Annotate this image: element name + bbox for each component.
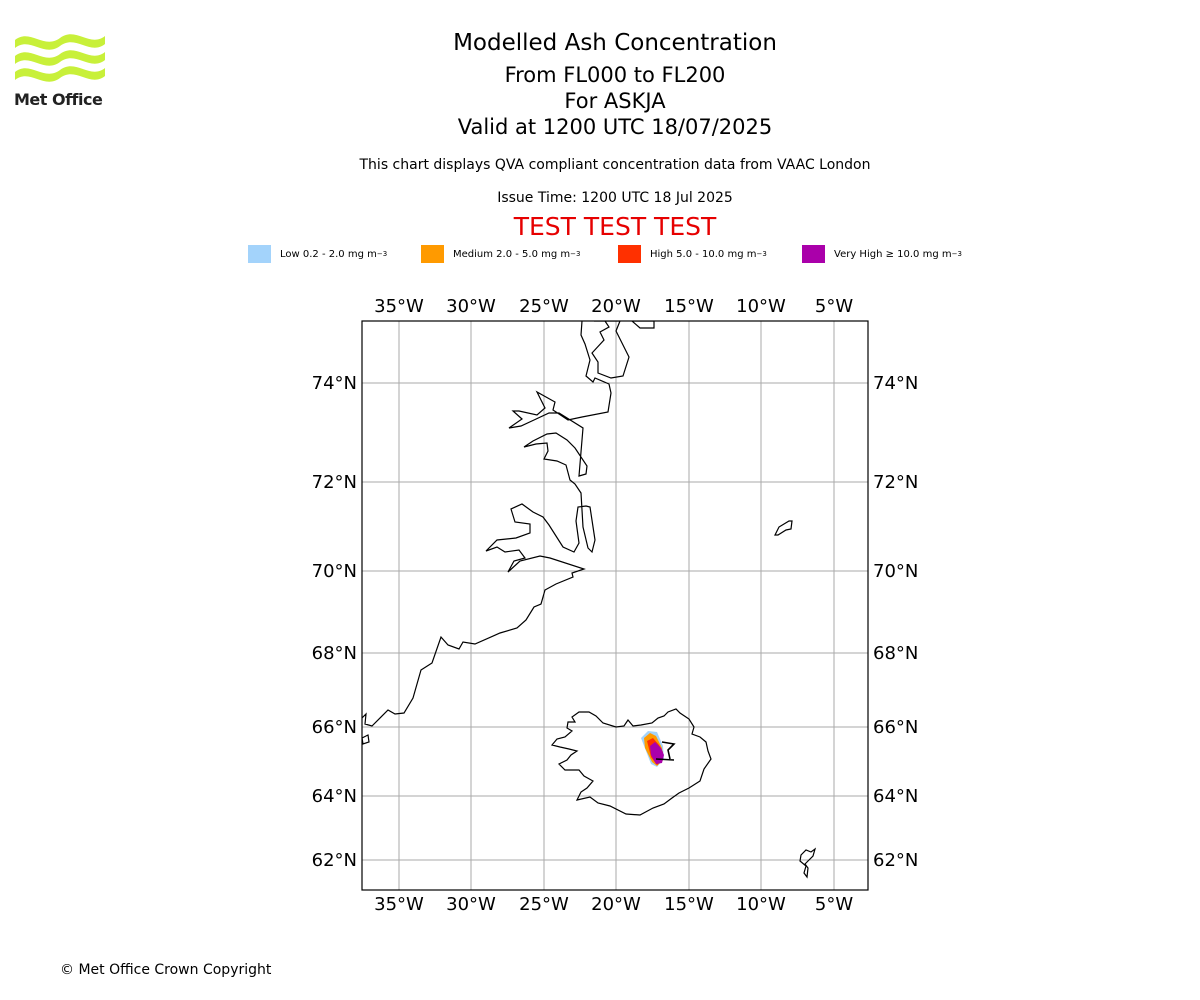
lon-tick-bottom-2: 30°W [446, 894, 496, 915]
legend-label-very-high: Very High ≥ 10.0 mg m [834, 248, 952, 260]
coastlines [362, 321, 817, 879]
lon-tick-top-2: 30°W [446, 296, 496, 317]
legend-exp-very-high: −3 [951, 250, 962, 258]
legend-item-high: High 5.0 - 10.0 mg m −3 [618, 244, 767, 264]
legend-item-very-high: Very High ≥ 10.0 mg m −3 [802, 244, 962, 264]
lon-tick-bottom-6: 10°W [736, 894, 786, 915]
legend-exp-medium: −3 [570, 250, 581, 258]
lon-tick-top-4: 20°W [591, 296, 641, 317]
lon-tick-top-5: 15°W [664, 296, 714, 317]
lat-tick-right-2: 72°N [873, 472, 918, 493]
lat-tick-left-1: 74°N [312, 373, 357, 394]
lon-tick-bottom-4: 20°W [591, 894, 641, 915]
jan-mayen-coast [774, 520, 793, 536]
ash-plume [641, 731, 664, 767]
met-office-wordmark: Met Office [14, 90, 103, 109]
met-office-logo: Met Office [14, 30, 106, 112]
iceland-coast [550, 708, 712, 816]
lat-tick-left-4: 68°N [312, 643, 357, 664]
map-gridlines [362, 321, 868, 890]
small-island-coast [362, 734, 370, 745]
lon-tick-bottom-7: 5°W [815, 894, 853, 915]
lat-tick-right-6: 64°N [873, 786, 918, 807]
chart-title: Modelled Ash Concentration [453, 30, 777, 56]
lon-tick-top-6: 10°W [736, 296, 786, 317]
legend-exp-high: −3 [756, 250, 767, 258]
faroe-coast [799, 847, 817, 879]
legend-swatch-high [618, 245, 641, 263]
issue-time: Issue Time: 1200 UTC 18 Jul 2025 [497, 190, 733, 206]
lon-tick-bottom-5: 15°W [664, 894, 714, 915]
valid-time: Valid at 1200 UTC 18/07/2025 [457, 115, 773, 139]
lat-tick-left-5: 66°N [312, 717, 357, 738]
lon-tick-top-7: 5°W [815, 296, 853, 317]
lon-tick-bottom-3: 25°W [519, 894, 569, 915]
copyright-notice: © Met Office Crown Copyright [60, 962, 272, 978]
lon-tick-bottom-1: 35°W [374, 894, 424, 915]
lat-tick-left-7: 62°N [312, 850, 357, 871]
lat-tick-right-3: 70°N [873, 561, 918, 582]
legend-item-low: Low 0.2 - 2.0 mg m −3 [248, 244, 387, 264]
lat-tick-left-3: 70°N [312, 561, 357, 582]
greenland-coast [362, 321, 655, 727]
test-banner: TEST TEST TEST [513, 212, 717, 241]
lat-tick-left-2: 72°N [312, 472, 357, 493]
map-frame [361, 320, 869, 891]
chart-subtitle: This chart displays QVA compliant concen… [359, 157, 871, 173]
legend-swatch-very-high [802, 245, 825, 263]
lat-tick-right-5: 66°N [873, 717, 918, 738]
legend-label-medium: Medium 2.0 - 5.0 mg m [453, 248, 571, 260]
volcano-name: For ASKJA [564, 89, 666, 113]
lon-tick-top-1: 35°W [374, 296, 424, 317]
legend-swatch-low [248, 245, 271, 263]
flight-levels: From FL000 to FL200 [504, 63, 726, 87]
met-office-waves-icon [15, 34, 105, 82]
lon-tick-top-3: 25°W [519, 296, 569, 317]
lat-tick-right-4: 68°N [873, 643, 918, 664]
lat-tick-right-1: 74°N [873, 373, 918, 394]
legend-swatch-medium [421, 245, 444, 263]
legend-label-low: Low 0.2 - 2.0 mg m [280, 248, 377, 260]
volcano-triangle-icon [655, 741, 676, 761]
legend-label-high: High 5.0 - 10.0 mg m [650, 248, 757, 260]
lat-tick-left-6: 64°N [312, 786, 357, 807]
lat-tick-right-7: 62°N [873, 850, 918, 871]
legend-item-medium: Medium 2.0 - 5.0 mg m −3 [421, 244, 580, 264]
legend-exp-low: −3 [376, 250, 388, 258]
